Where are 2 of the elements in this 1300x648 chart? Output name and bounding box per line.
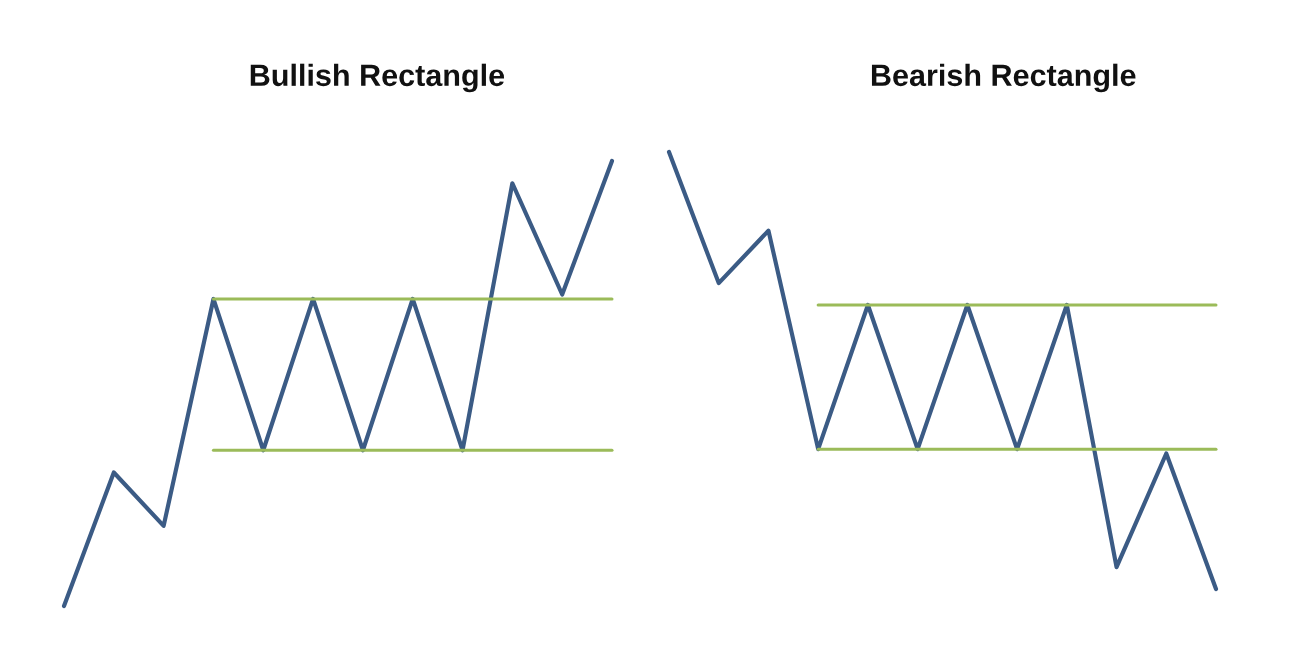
chart-title: Bullish Rectangle	[250, 63, 505, 93]
chart-title: Bearish Rectangle	[871, 63, 1136, 93]
